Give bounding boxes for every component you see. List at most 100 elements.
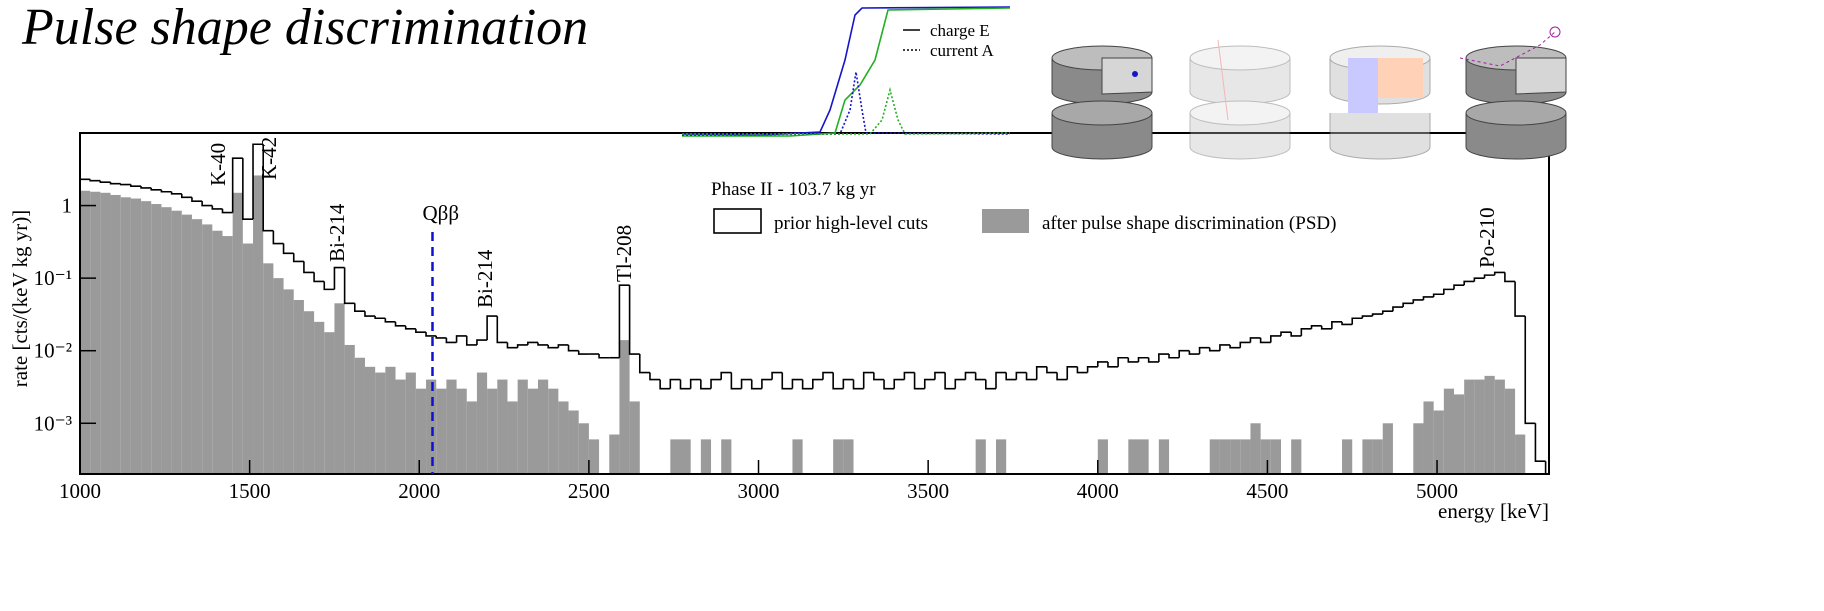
step bbox=[893, 378, 905, 389]
step bbox=[476, 339, 488, 345]
step bbox=[974, 372, 986, 381]
bar bbox=[527, 388, 539, 474]
step bbox=[1086, 366, 1098, 373]
step bbox=[557, 344, 569, 348]
step bbox=[384, 318, 396, 323]
step bbox=[1168, 354, 1180, 359]
legend-label: prior high-level cuts bbox=[774, 213, 928, 234]
step bbox=[527, 341, 539, 345]
y-tick-label: 10⁻³ bbox=[34, 411, 72, 435]
step bbox=[242, 158, 254, 220]
legend-label: after pulse shape discrimination (PSD) bbox=[1042, 213, 1336, 234]
bar bbox=[334, 303, 345, 474]
page-title: Pulse shape discrimination bbox=[21, 0, 588, 56]
step bbox=[1188, 350, 1200, 355]
legend-title: Phase II - 103.7 kg yr bbox=[711, 179, 876, 200]
step bbox=[1198, 346, 1210, 355]
step bbox=[791, 378, 803, 389]
legend-swatch bbox=[982, 209, 1029, 233]
step bbox=[262, 144, 274, 232]
bar bbox=[171, 210, 182, 474]
bar bbox=[996, 439, 1007, 474]
detector-icon bbox=[1459, 26, 1567, 160]
bar bbox=[558, 401, 569, 474]
y-axis-label: rate [cts/(keV kg yr)] bbox=[8, 210, 32, 387]
x-tick-label: 1000 bbox=[59, 479, 101, 503]
bar bbox=[1128, 439, 1139, 474]
bar bbox=[609, 434, 620, 474]
step bbox=[812, 378, 823, 389]
step bbox=[1035, 366, 1047, 380]
x-tick-label: 3500 bbox=[907, 479, 949, 503]
step bbox=[1270, 335, 1281, 343]
step bbox=[923, 378, 935, 389]
step bbox=[679, 379, 691, 390]
bar bbox=[1443, 388, 1455, 474]
x-axis-label: energy [keV] bbox=[1438, 499, 1549, 523]
step bbox=[1025, 372, 1037, 381]
step bbox=[852, 379, 864, 390]
step bbox=[364, 311, 376, 317]
bar bbox=[273, 278, 284, 474]
bar bbox=[80, 190, 91, 474]
step bbox=[160, 189, 172, 193]
step bbox=[781, 372, 793, 390]
step bbox=[1524, 316, 1536, 425]
y-tick-label: 1 bbox=[62, 194, 73, 218]
bar bbox=[1240, 439, 1251, 474]
x-tick-label: 3000 bbox=[738, 479, 780, 503]
x-tick-label: 2500 bbox=[568, 479, 610, 503]
waveform bbox=[681, 71, 1011, 136]
bar bbox=[1260, 439, 1271, 474]
y-tick-label: 10⁻¹ bbox=[34, 266, 72, 290]
step bbox=[1229, 344, 1241, 349]
bar bbox=[436, 388, 447, 474]
detector-icons bbox=[1051, 26, 1567, 160]
bar bbox=[1423, 401, 1434, 474]
step bbox=[842, 378, 854, 389]
peak-label: Bi-214 bbox=[325, 203, 349, 262]
step bbox=[537, 342, 549, 346]
peak-label: Tl-208 bbox=[612, 225, 636, 282]
plot-area: 1000 1500 2000 2500 3000 3500 4000 4500 5000 10⁻³… bbox=[8, 132, 1550, 523]
step bbox=[862, 371, 874, 389]
bar bbox=[1250, 423, 1261, 474]
step bbox=[1534, 423, 1546, 463]
bar bbox=[181, 214, 192, 474]
x-tick-label: 1500 bbox=[229, 479, 271, 503]
bar bbox=[1138, 439, 1149, 474]
step bbox=[313, 272, 325, 283]
bar bbox=[395, 379, 406, 474]
step bbox=[822, 371, 834, 380]
step bbox=[343, 267, 355, 305]
bar bbox=[1494, 379, 1505, 474]
step bbox=[1290, 332, 1302, 337]
bar bbox=[1291, 439, 1302, 474]
bar bbox=[476, 372, 488, 474]
bar bbox=[232, 192, 243, 474]
peak-label: K-42 bbox=[257, 137, 281, 180]
waveform bbox=[682, 86, 1011, 135]
step bbox=[1392, 306, 1404, 312]
step bbox=[425, 332, 437, 337]
bar bbox=[1454, 394, 1465, 474]
bar bbox=[487, 388, 498, 474]
bar bbox=[161, 207, 172, 474]
step bbox=[1443, 288, 1455, 295]
step bbox=[1005, 372, 1017, 381]
step bbox=[1280, 331, 1292, 336]
bar bbox=[466, 401, 477, 474]
inset-legend-label: charge E bbox=[930, 21, 990, 40]
bar bbox=[110, 194, 121, 474]
step bbox=[995, 371, 1007, 389]
step bbox=[659, 379, 671, 390]
step bbox=[649, 372, 661, 381]
step bbox=[231, 157, 243, 213]
step bbox=[1422, 296, 1434, 300]
step bbox=[455, 335, 467, 343]
step bbox=[1137, 356, 1149, 362]
step bbox=[913, 372, 925, 390]
bar bbox=[283, 289, 294, 474]
step bbox=[303, 261, 315, 274]
